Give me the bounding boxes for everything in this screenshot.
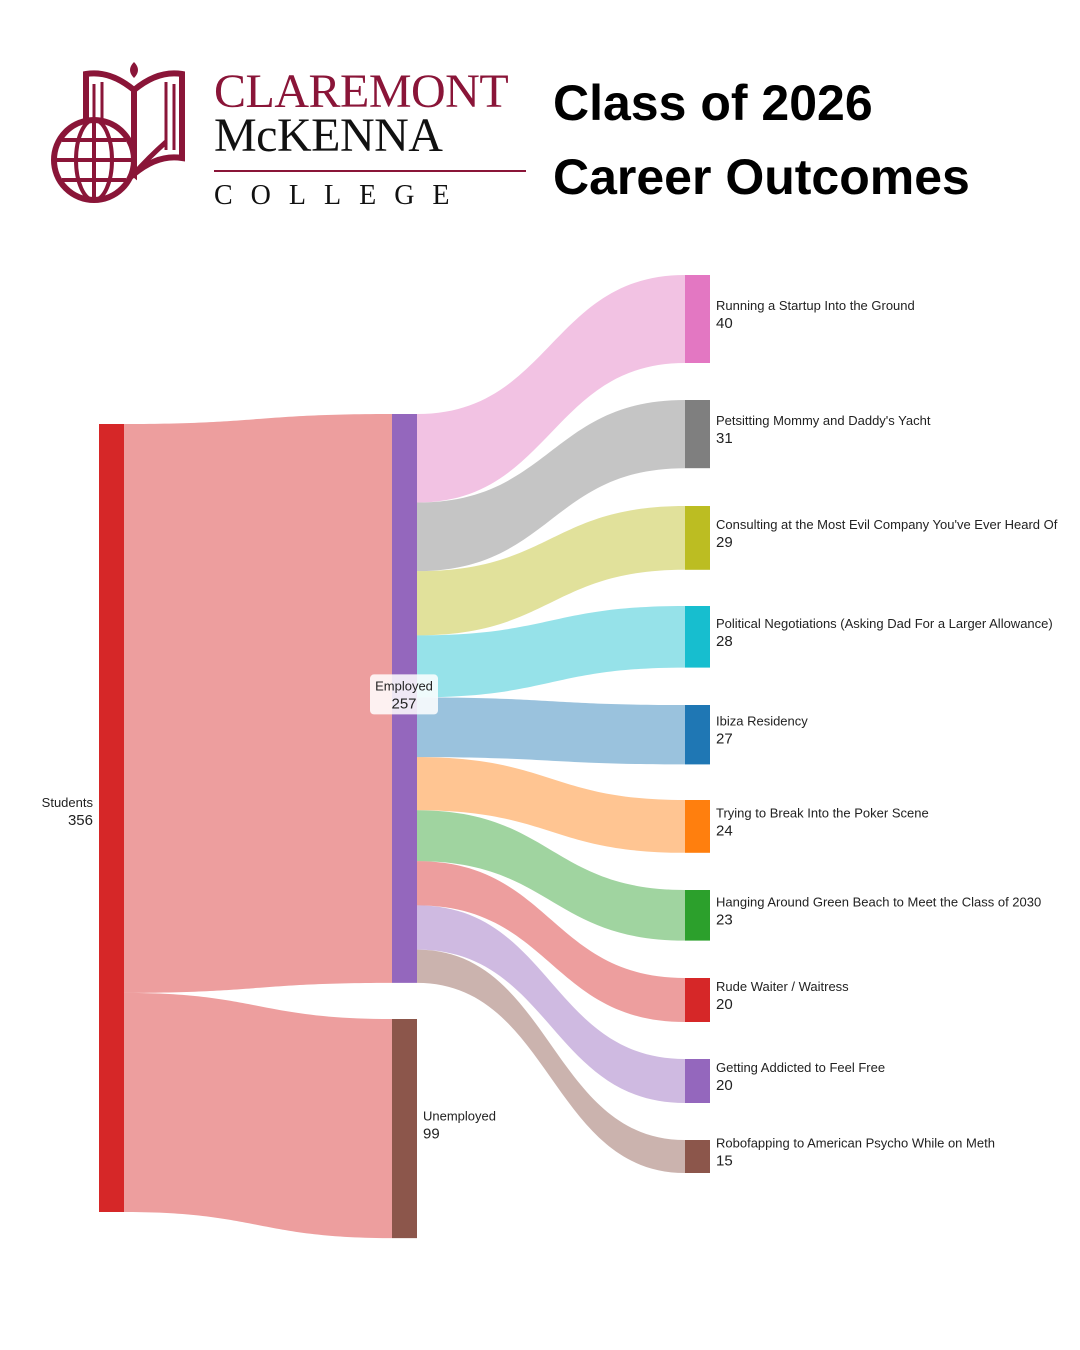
page-title: Class of 2026 Career Outcomes: [553, 66, 970, 214]
link-employed-to-consulting: [417, 506, 685, 636]
logo-divider: [214, 170, 526, 172]
node-unemployed: [392, 1019, 417, 1239]
node-robo: [685, 1140, 710, 1173]
node-feelfree: [685, 1059, 710, 1103]
link-employed-to-ibiza: [417, 697, 685, 765]
node-value-consulting: 29: [716, 534, 733, 551]
link-employed-to-startup: [417, 275, 685, 503]
node-label-waiter: Rude Waiter / Waitress: [716, 979, 849, 994]
link-employed-to-poker: [417, 757, 685, 853]
node-label-robo: Robofapping to American Psycho While on …: [716, 1136, 995, 1151]
node-value-political: 28: [716, 633, 733, 650]
title-line-1: Class of 2026: [553, 75, 873, 131]
node-value-feelfree: 20: [716, 1077, 733, 1094]
node-label-yacht: Petsitting Mommy and Daddy's Yacht: [716, 413, 931, 428]
node-value-yacht: 31: [716, 430, 733, 447]
node-ibiza: [685, 705, 710, 765]
node-startup: [685, 275, 710, 363]
link-employed-to-political: [417, 606, 685, 698]
node-yacht: [685, 400, 710, 469]
node-label-employed: Employed: [375, 678, 433, 693]
node-label-ibiza: Ibiza Residency: [716, 714, 808, 729]
logo-claremont: CLAREMONT: [214, 65, 509, 118]
node-political: [685, 606, 710, 668]
employed-label-backdrop: [370, 674, 438, 715]
node-label-unemployed: Unemployed: [423, 1109, 496, 1124]
college-logo: CLAREMONT McKENNA COLLEGE: [48, 62, 538, 212]
node-value-robo: 15: [716, 1153, 733, 1170]
node-label-feelfree: Getting Addicted to Feel Free: [716, 1060, 885, 1075]
logo-college: COLLEGE: [214, 180, 468, 211]
node-label-greenbeach: Hanging Around Green Beach to Meet the C…: [716, 894, 1041, 909]
node-label-political: Political Negotiations (Asking Dad For a…: [716, 616, 1053, 631]
logo-mckenna: McKENNA: [214, 109, 443, 162]
node-greenbeach: [685, 890, 710, 941]
link-employed-to-yacht: [417, 400, 685, 572]
link-students-to-unemployed: [124, 992, 392, 1239]
node-value-startup: 40: [716, 315, 733, 332]
node-label-consulting: Consulting at the Most Evil Company You'…: [716, 517, 1058, 532]
node-value-greenbeach: 23: [716, 911, 733, 928]
node-students: [99, 424, 124, 1212]
header: CLAREMONT McKENNA COLLEGE Class of 2026 …: [0, 0, 1080, 230]
book-globe-emblem-icon: [51, 62, 185, 203]
sankey-links: [124, 275, 685, 1239]
node-value-ibiza: 27: [716, 731, 733, 748]
node-waiter: [685, 978, 710, 1022]
node-value-waiter: 20: [716, 996, 733, 1013]
node-value-poker: 24: [716, 822, 733, 839]
node-label-students: Students: [42, 795, 94, 810]
link-employed-to-robo: [417, 949, 685, 1173]
link-employed-to-feelfree: [417, 905, 685, 1103]
node-value-employed: 257: [391, 695, 416, 712]
node-value-students: 356: [68, 812, 93, 829]
sankey-nodes: Students 356 Employed 257 Unemployed 99 Runnin…: [42, 275, 1058, 1239]
sankey-chart: Students 356 Employed 257 Unemployed 99 Runnin…: [42, 275, 1058, 1239]
title-line-2: Career Outcomes: [553, 149, 970, 205]
link-employed-to-greenbeach: [417, 810, 685, 941]
node-poker: [685, 800, 710, 853]
link-students-to-employed: [124, 414, 392, 993]
node-label-startup: Running a Startup Into the Ground: [716, 298, 915, 313]
node-label-poker: Trying to Break Into the Poker Scene: [716, 805, 929, 820]
link-employed-to-waiter: [417, 861, 685, 1022]
node-value-unemployed: 99: [423, 1126, 440, 1143]
node-consulting: [685, 506, 710, 570]
